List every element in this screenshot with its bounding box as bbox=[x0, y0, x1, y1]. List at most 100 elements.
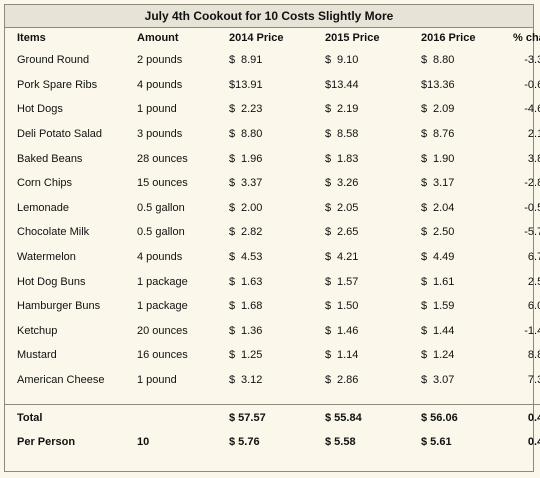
currency-symbol: $ bbox=[229, 251, 236, 264]
price-value: $8.76 bbox=[421, 128, 477, 140]
per-person-amount: 10 bbox=[137, 436, 150, 449]
currency-symbol: $ bbox=[421, 300, 428, 313]
item-amount: 1 package bbox=[137, 275, 188, 288]
price-amount: 1.63 bbox=[241, 275, 263, 288]
price-value: $3.07 bbox=[421, 374, 477, 386]
total-separator bbox=[5, 392, 540, 406]
currency-symbol: $ bbox=[421, 275, 428, 288]
price-value: $1.63 bbox=[229, 276, 285, 288]
price-2014: $8.80 bbox=[217, 122, 313, 147]
price-2014: $2.82 bbox=[217, 220, 313, 245]
cost-table-panel: July 4th Cookout for 10 Costs Slightly M… bbox=[4, 4, 540, 472]
price-value: $4.21 bbox=[325, 251, 381, 263]
price-2016: $3.07 bbox=[409, 368, 505, 393]
price-value: $2.00 bbox=[229, 202, 285, 214]
item-amount: 15 ounces bbox=[137, 177, 188, 190]
item-amount: 0.5 gallon bbox=[137, 201, 185, 214]
price-amount: 8.80 bbox=[241, 128, 263, 141]
total-amount bbox=[137, 405, 217, 430]
percent-change: -2.8% bbox=[524, 177, 540, 190]
price-value: $1.61 bbox=[421, 276, 477, 288]
price-2016: $4.49 bbox=[409, 245, 505, 270]
item-amount: 4 pounds bbox=[137, 251, 183, 264]
header-amount: Amount bbox=[137, 32, 179, 44]
percent-change: 6.0% bbox=[527, 300, 540, 313]
total-row: Total $ 57.57 $ 55.84 $ 56.06 0.4% bbox=[5, 405, 540, 430]
price-2016: $1.59 bbox=[409, 294, 505, 319]
price-2016: $1.44 bbox=[409, 319, 505, 344]
price-value: $1.14 bbox=[325, 349, 381, 361]
item-name: American Cheese bbox=[17, 374, 105, 387]
price-value: $9.10 bbox=[325, 54, 381, 66]
per-person-row: Per Person 10 $ 5.76 $ 5.58 $ 5.61 0.4% bbox=[5, 430, 540, 455]
percent-change: -5.7% bbox=[524, 226, 540, 239]
header-2014-price: 2014 Price bbox=[229, 32, 284, 44]
currency-symbol: $ bbox=[229, 349, 236, 362]
price-2016: $1.61 bbox=[409, 269, 505, 294]
price-2015: $1.14 bbox=[313, 343, 409, 368]
currency-symbol: $ bbox=[229, 374, 236, 387]
total-percent-change: 0.4% bbox=[527, 411, 540, 424]
price-value: $3.26 bbox=[325, 177, 381, 189]
price-2014: $3.37 bbox=[217, 171, 313, 196]
price-value: $1.96 bbox=[229, 153, 285, 165]
total-2014-price: $ 57.57 bbox=[229, 411, 266, 424]
price-amount: 1.68 bbox=[241, 300, 263, 313]
price-value: $3.37 bbox=[229, 177, 285, 189]
price-value: $4.53 bbox=[229, 251, 285, 263]
currency-symbol: $ bbox=[325, 54, 332, 67]
currency-symbol: $ bbox=[421, 177, 428, 190]
price-amount: 1.96 bbox=[241, 152, 263, 165]
price-value: $1.36 bbox=[229, 325, 285, 337]
currency-symbol: $ bbox=[325, 300, 332, 313]
table-row: Pork Spare Ribs 4 pounds $13.91 $13.44 $13.3… bbox=[5, 73, 540, 98]
percent-change: -4.6% bbox=[524, 103, 540, 116]
currency-symbol: $ bbox=[229, 275, 236, 288]
currency-symbol: $ bbox=[325, 374, 332, 387]
item-amount: 1 package bbox=[137, 300, 188, 313]
currency-symbol: $ bbox=[325, 177, 332, 190]
price-amount: 8.58 bbox=[337, 128, 359, 141]
price-amount: 1.44 bbox=[433, 324, 455, 337]
item-name: Hot Dogs bbox=[17, 103, 63, 116]
item-amount: 1 pound bbox=[137, 374, 177, 387]
percent-change: -0.6% bbox=[524, 78, 540, 91]
price-value: $2.23 bbox=[229, 103, 285, 115]
price-amount: 2.23 bbox=[241, 103, 263, 116]
price-2016: $3.17 bbox=[409, 171, 505, 196]
currency-symbol: $ bbox=[229, 152, 236, 165]
price-amount: 3.17 bbox=[433, 177, 455, 190]
price-value: $2.86 bbox=[325, 374, 381, 386]
item-name: Pork Spare Ribs bbox=[17, 78, 98, 91]
currency-symbol: $ bbox=[229, 300, 236, 313]
price-2015: $1.83 bbox=[313, 146, 409, 171]
item-name: Corn Chips bbox=[17, 177, 73, 190]
price-value: $1.50 bbox=[325, 300, 381, 312]
price-value: $1.68 bbox=[229, 300, 285, 312]
currency-symbol: $ bbox=[325, 103, 332, 116]
percent-change: 8.8% bbox=[527, 349, 540, 362]
price-amount: 4.49 bbox=[433, 251, 455, 264]
price-amount: 2.50 bbox=[433, 226, 455, 239]
price-2015: $8.58 bbox=[313, 122, 409, 147]
currency-symbol: $ bbox=[229, 201, 236, 214]
price-2014: $2.23 bbox=[217, 97, 313, 122]
item-amount: 4 pounds bbox=[137, 78, 183, 91]
price-2014: $8.91 bbox=[217, 48, 313, 73]
percent-change: -1.4% bbox=[524, 324, 540, 337]
price-amount: 1.14 bbox=[337, 349, 359, 362]
price-amount: 1.59 bbox=[433, 300, 455, 313]
price-value: $1.57 bbox=[325, 276, 381, 288]
currency-symbol: $ bbox=[421, 152, 428, 165]
item-name: Hot Dog Buns bbox=[17, 275, 86, 288]
price-value: $8.80 bbox=[229, 128, 285, 140]
percent-change: 7.3% bbox=[527, 374, 540, 387]
price-2014: $1.63 bbox=[217, 269, 313, 294]
item-name: Deli Potato Salad bbox=[17, 128, 102, 141]
